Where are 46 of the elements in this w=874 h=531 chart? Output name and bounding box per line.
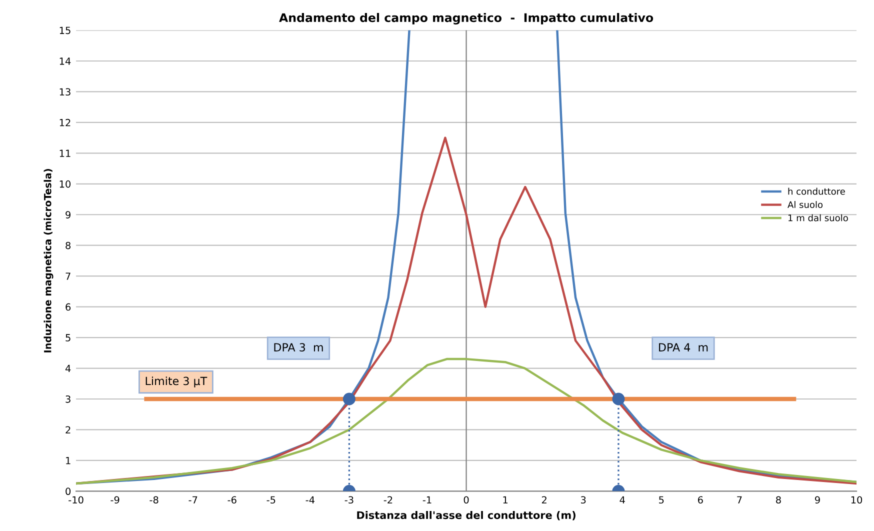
y-tick-label: 1 [66, 457, 70, 464]
x-tick-label: -4 [306, 496, 314, 504]
x-tick-label: -7 [188, 496, 198, 504]
y-axis-title: Induzione magnetica (microTesla) [44, 169, 54, 352]
y-tick-label: 14 [60, 58, 71, 65]
x-tick-label: -2 [384, 496, 392, 504]
x-tick-label: 8 [776, 496, 781, 504]
x-tick-label: -9 [110, 496, 120, 504]
annotation: Limite 3 μT [146, 376, 208, 388]
y-tick-label: 12 [60, 118, 70, 126]
x-tick-label: 9 [815, 496, 820, 504]
x-tick-label: -1 [422, 496, 432, 504]
annotation: DPA 3 m [274, 343, 323, 352]
x-tick-label: 5 [659, 496, 664, 504]
y-tick-label: 11 [60, 150, 70, 157]
legend-label: 1 m dal suolo [788, 214, 848, 222]
y-tick-label: 7 [66, 272, 70, 280]
x-tick-label: 3 [581, 496, 586, 504]
chart-title: Andamento del campo magnetico - Impatto cumulativo [279, 12, 654, 24]
y-tick-label: 6 [66, 303, 71, 311]
x-tick-label: -10 [68, 496, 84, 504]
x-tick-label: 6 [698, 496, 703, 504]
x-tick-label: 2 [542, 496, 546, 504]
annotation: DPA 4 m [659, 343, 708, 352]
y-tick-label: 9 [66, 211, 70, 218]
legend-label: Al suolo [788, 201, 823, 208]
legend-label: h conduttore [788, 188, 845, 195]
x-tick-label: -6 [228, 496, 236, 504]
y-tick-label: 10 [60, 180, 71, 188]
y-tick-label: 0 [66, 488, 71, 496]
y-tick-label: 13 [60, 88, 70, 96]
y-tick-label: 5 [66, 334, 70, 342]
x-tick-label: 7 [737, 496, 742, 504]
x-tick-label: -3 [344, 496, 354, 504]
x-tick-label: -8 [150, 496, 158, 504]
y-tick-label: 3 [66, 395, 70, 403]
y-tick-label: 4 [65, 364, 71, 372]
x-tick-label: 10 [851, 496, 862, 504]
x-tick-label: 0 [464, 496, 469, 504]
y-tick-label: 2 [66, 426, 70, 434]
y-tick-label: 8 [66, 242, 71, 250]
x-axis-title: Distanza dall'asse del conduttore (m) [357, 511, 576, 520]
x-tick-label: 4 [620, 496, 625, 504]
x-tick-label: 1 [503, 496, 508, 504]
x-tick-label: -5 [266, 496, 276, 504]
y-tick-label: 15 [60, 26, 70, 34]
